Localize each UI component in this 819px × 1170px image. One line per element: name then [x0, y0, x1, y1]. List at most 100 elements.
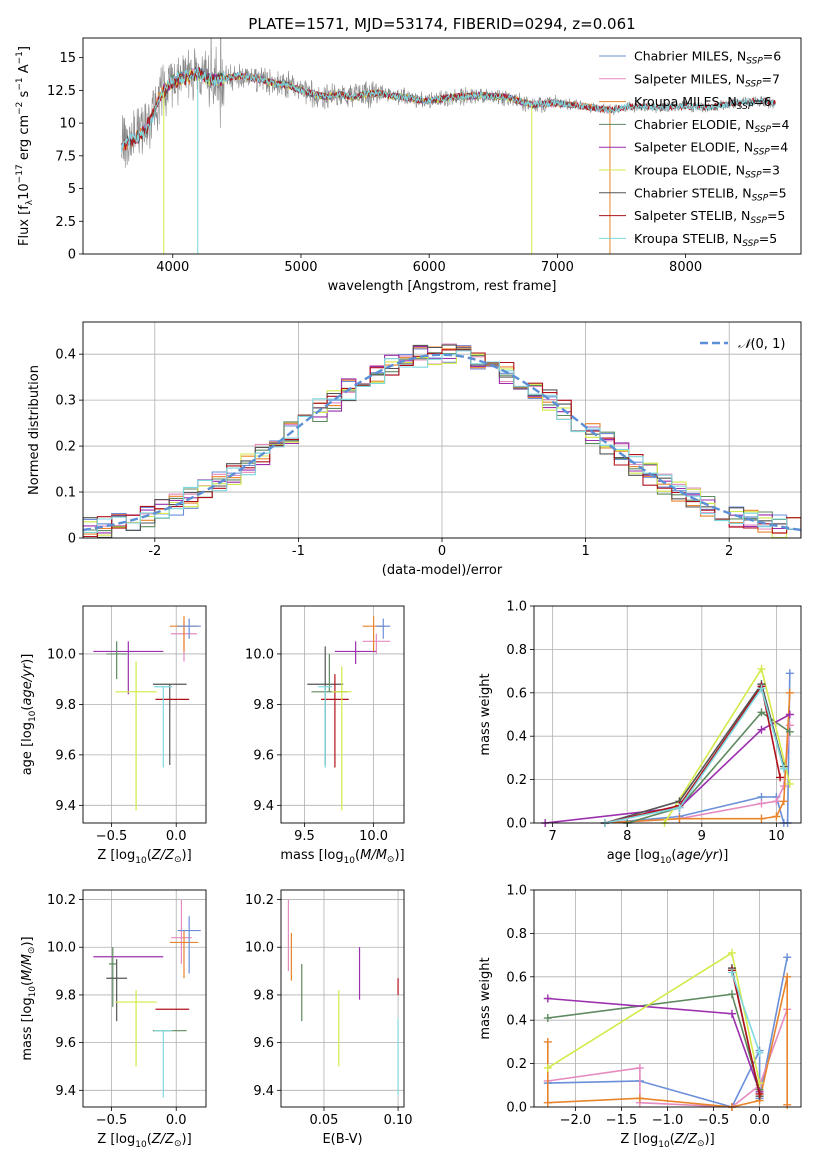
series-point-marker: [783, 972, 792, 981]
series-point-marker: [543, 1014, 552, 1023]
y-tick-label: 10.0: [245, 647, 274, 662]
error-bar-point: [332, 666, 352, 811]
series-point-marker: [783, 953, 792, 962]
error-bar-point: [93, 641, 164, 695]
model-spectrum-kroupa-stelib-line: [121, 67, 776, 153]
legend: Chabrier MILES, NSSP=6 Salpeter MILES, NS…: [599, 49, 789, 249]
series-point-marker: [785, 688, 794, 697]
y-tick-label: 0.6: [506, 686, 527, 701]
y-tick-label: 7.5: [55, 149, 76, 164]
age-vs-metallicity-panel: −0.5 0.0 9.4 9.6 9.8 10.0 Z [log10(Z/Z⊙)] age […: [20, 605, 207, 866]
x-tick-label: 0.0: [166, 1113, 187, 1128]
y-axis-label: Normed distribution: [27, 365, 42, 495]
error-bar-point: [318, 686, 333, 768]
series-point-marker: [779, 764, 788, 773]
legend-label: Chabrier MILES, NSSP=6: [634, 49, 781, 67]
x-tick-label: −2.0: [560, 1113, 592, 1128]
y-tick-label: 0.3: [55, 394, 76, 409]
plot-area: [82, 343, 802, 538]
y-tick-label: 0: [68, 532, 76, 547]
series-point-marker: [757, 799, 766, 808]
y-tick-label: 2.5: [55, 215, 76, 230]
axes: −0.5 0.0 9.4 9.6 9.8 10.0 10.2 Z [log10(Z/Z⊙)] m…: [20, 889, 207, 1150]
error-bar-point: [334, 641, 377, 665]
x-tick-label: -1: [292, 544, 305, 559]
x-axis-label: (data-model)/error: [382, 563, 503, 578]
y-tick-label: 10.0: [47, 941, 76, 956]
y-tick-label: 9.4: [55, 799, 76, 814]
series-point-marker: [543, 994, 552, 1003]
plot-area: [93, 899, 201, 1098]
series-point-marker: [785, 710, 794, 719]
error-bar-point: [177, 916, 201, 974]
y-tick-label: 9.6: [253, 1036, 274, 1051]
axes-frame: [82, 605, 207, 824]
y-tick-label: 15: [59, 51, 76, 66]
y-tick-label: 9.8: [55, 988, 76, 1003]
axes-frame: [82, 889, 207, 1108]
y-tick-label: 10.0: [47, 647, 76, 662]
series-point-marker: [757, 725, 766, 734]
axes: 9.5 10.0 9.4 9.6 9.8 10.0 mass [log10(M/M⊙)]: [245, 605, 405, 866]
series-point-marker: [772, 812, 781, 821]
x-tick-label: 0.0: [166, 829, 187, 844]
y-tick-label: 9.8: [253, 988, 274, 1003]
y-tick-label: 9.4: [55, 1084, 76, 1099]
axes: 7 8 9 10 0.0 0.2 0.4 0.6 0.8 1.0 age [log10(age/yr…: [478, 600, 802, 866]
y-tick-label: 0.8: [506, 643, 527, 658]
x-tick-label: 1: [581, 544, 589, 559]
axes-frame: [280, 889, 405, 1108]
series-point-marker: [772, 797, 781, 806]
figure-title: PLATE=1571, MJD=53174, FIBERID=0294, z=0…: [248, 15, 635, 33]
y-tick-label: 9.6: [253, 748, 274, 763]
x-tick-label: -2: [148, 544, 161, 559]
series-point-marker: [776, 773, 785, 782]
series-line: [604, 682, 785, 823]
series-point-marker: [755, 1048, 764, 1057]
x-axis-label: Z [log10(Z/Z⊙)]: [620, 1132, 714, 1150]
series-point-marker: [675, 814, 684, 823]
x-tick-label: 0.0: [749, 1113, 770, 1128]
legend-label: Kroupa MILES, NSSP=6: [634, 94, 772, 112]
error-bar-point: [177, 618, 201, 639]
x-axis-label: wavelength [Angstrom, rest frame]: [328, 279, 557, 294]
weight-vs-age-panel: 7 8 9 10 0.0 0.2 0.4 0.6 0.8 1.0 age [log10(age/yr…: [478, 600, 802, 866]
x-tick-label: 0.10: [384, 1113, 413, 1128]
y-tick-label: 10.2: [47, 893, 76, 908]
x-tick-label: −0.5: [698, 1113, 730, 1128]
y-tick-label: 10.0: [245, 941, 274, 956]
y-tick-label: 0.4: [506, 1014, 527, 1029]
legend-label: 𝒩(0, 1): [738, 337, 785, 352]
histogram-salpeter-stelib-step: [83, 349, 801, 538]
error-bar-point: [154, 686, 173, 768]
normal-distribution-curve: [82, 353, 802, 532]
error-bar-point: [115, 990, 157, 1067]
series-point-marker: [785, 669, 794, 678]
residuals-panel: -2 -1 0 1 2 0 0.1 0.2 0.3 0.4 (data-model)/error No…: [27, 321, 802, 578]
legend-label: Salpeter ELODIE, NSSP=4: [634, 140, 788, 158]
y-axis-label: mass weight: [478, 673, 493, 755]
plot-area: [543, 948, 792, 1111]
y-tick-label: 1.0: [506, 600, 527, 615]
x-tick-label: 4000: [156, 260, 189, 275]
y-tick-label: 0.8: [506, 927, 527, 942]
y-axis-label: mass [log10(M/M⊙)]: [20, 936, 38, 1060]
legend: 𝒩(0, 1): [700, 337, 785, 352]
series-kroupa-stelib: [727, 968, 764, 1057]
legend-label: Salpeter MILES, NSSP=7: [634, 71, 780, 89]
y-tick-label: 0.6: [506, 970, 527, 985]
age-vs-mass-panel: 9.5 10.0 9.4 9.6 9.8 10.0 mass [log10(M/M⊙)]: [245, 605, 405, 866]
series-point-marker: [727, 1009, 736, 1018]
y-tick-label: 0.4: [55, 348, 76, 363]
series-point-marker: [757, 814, 766, 823]
x-tick-label: 0: [438, 544, 446, 559]
series-point-marker: [543, 1063, 552, 1072]
series-point-marker: [635, 1094, 644, 1103]
y-tick-label: 0: [68, 248, 76, 263]
error-bar-point: [169, 930, 199, 979]
y-tick-label: 5: [68, 182, 76, 197]
y-axis-label: age [log10(age/yr)]: [20, 654, 38, 776]
x-tick-label: 10: [768, 829, 785, 844]
y-tick-label: 0.4: [506, 730, 527, 745]
y-tick-label: 9.4: [253, 1084, 274, 1099]
